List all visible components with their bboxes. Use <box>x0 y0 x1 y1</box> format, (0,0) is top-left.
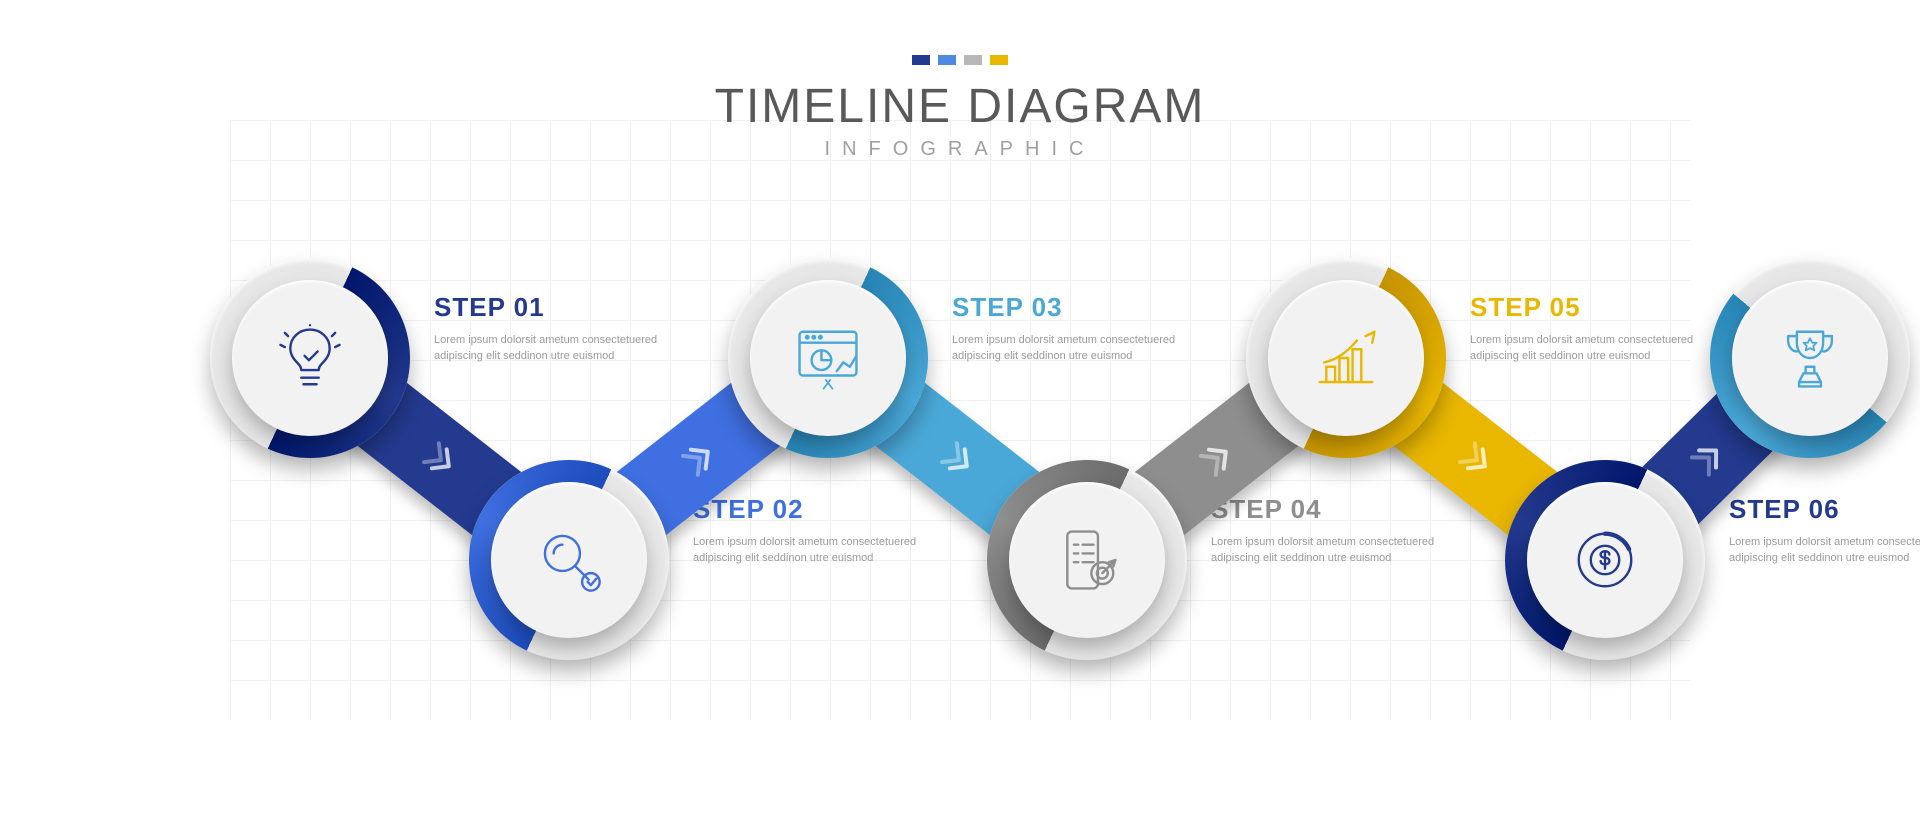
step-1-label: STEP 01 <box>434 292 684 323</box>
header-dots <box>0 55 1920 65</box>
step-5-label: STEP 05 <box>1470 292 1720 323</box>
step-4-text: STEP 04 Lorem ipsum dolorsit ametum conse… <box>1211 494 1461 567</box>
step-3-label: STEP 03 <box>952 292 1202 323</box>
step-4-label: STEP 04 <box>1211 494 1461 525</box>
step-5-circle <box>1246 258 1446 458</box>
step-2-text: STEP 02 Lorem ipsum dolorsit ametum conse… <box>693 494 943 567</box>
step-6-circle <box>1505 460 1705 660</box>
step-2-circle <box>469 460 669 660</box>
step-6-label: STEP 06 <box>1729 494 1920 525</box>
lightbulb-icon <box>232 280 388 436</box>
step-3-text: STEP 03 Lorem ipsum dolorsit ametum conse… <box>952 292 1202 365</box>
step-7-circle <box>1710 258 1910 458</box>
step-6-body: Lorem ipsum dolorsit ametum consectetuer… <box>1729 535 1920 567</box>
trophy-icon <box>1732 280 1888 436</box>
step-4-circle <box>987 460 1187 660</box>
browser-chart-icon <box>750 280 906 436</box>
step-4-body: Lorem ipsum dolorsit ametum consectetuer… <box>1211 535 1461 567</box>
dollar-pie-icon <box>1527 482 1683 638</box>
page-subtitle: INFOGRAPHIC <box>0 138 1920 161</box>
step-5-text: STEP 05 Lorem ipsum dolorsit ametum conse… <box>1470 292 1720 365</box>
step-3-body: Lorem ipsum dolorsit ametum consectetuer… <box>952 333 1202 365</box>
step-6-text: STEP 06 Lorem ipsum dolorsit ametum conse… <box>1729 494 1920 567</box>
page-title: TIMELINE DIAGRAM <box>0 79 1920 134</box>
step-1-body: Lorem ipsum dolorsit ametum consectetuer… <box>434 333 684 365</box>
step-2-body: Lorem ipsum dolorsit ametum consectetuer… <box>693 535 943 567</box>
header: TIMELINE DIAGRAM INFOGRAPHIC <box>0 55 1920 161</box>
magnifier-icon <box>491 482 647 638</box>
growth-chart-icon <box>1268 280 1424 436</box>
step-1-text: STEP 01 Lorem ipsum dolorsit ametum conse… <box>434 292 684 365</box>
step-3-circle <box>728 258 928 458</box>
checklist-target-icon <box>1009 482 1165 638</box>
step-2-label: STEP 02 <box>693 494 943 525</box>
stage: TIMELINE DIAGRAM INFOGRAPHIC STEP 01 Lore… <box>0 0 1920 823</box>
step-1-circle <box>210 258 410 458</box>
step-5-body: Lorem ipsum dolorsit ametum consectetuer… <box>1470 333 1720 365</box>
